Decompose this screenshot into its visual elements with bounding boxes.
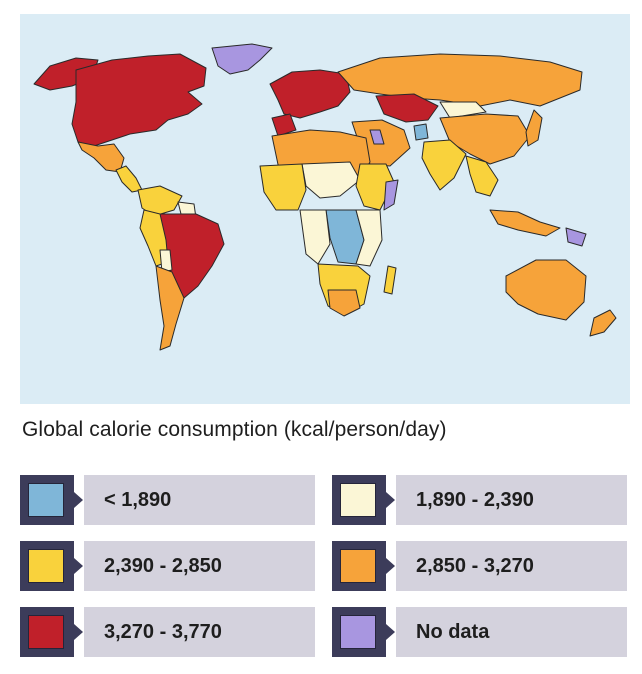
region-indonesia xyxy=(489,209,561,237)
legend-pointer-icon xyxy=(386,492,395,508)
legend-label: 2,390 - 2,850 xyxy=(104,555,222,577)
region-australia xyxy=(505,259,587,321)
legend-swatch-frame xyxy=(20,541,74,591)
legend-label-box: 3,270 - 3,770 xyxy=(84,607,315,657)
legend-swatch xyxy=(340,549,376,583)
legend-label: < 1,890 xyxy=(104,489,172,511)
region-somalia xyxy=(383,179,399,211)
legend-label-box: 2,390 - 2,850 xyxy=(84,541,315,591)
legend-label-box: No data xyxy=(396,607,627,657)
region-mexico xyxy=(77,141,125,173)
region-sahel xyxy=(301,161,361,199)
region-arabia-nodata xyxy=(369,129,385,145)
region-east-africa xyxy=(355,209,383,267)
region-central-asia xyxy=(413,123,429,141)
world-map-svg xyxy=(33,43,617,351)
legend-pointer-icon xyxy=(386,624,395,640)
legend-swatch xyxy=(28,483,64,517)
legend-label-box: 1,890 - 2,390 xyxy=(396,475,627,525)
legend-swatch xyxy=(340,483,376,517)
region-russia xyxy=(337,53,583,107)
legend-swatch xyxy=(28,615,64,649)
legend-item-3270-3770: 3,270 - 3,770 xyxy=(20,607,315,657)
legend-item-1890-2390: 1,890 - 2,390 xyxy=(332,475,627,525)
legend-label: 2,850 - 3,270 xyxy=(416,555,534,577)
region-central-america xyxy=(115,165,143,193)
region-india xyxy=(421,139,467,191)
legend-label: 1,890 - 2,390 xyxy=(416,489,534,511)
legend-label: 3,270 - 3,770 xyxy=(104,621,222,643)
map-title: Global calorie consumption (kcal/person/… xyxy=(22,418,447,441)
region-gulf-africa xyxy=(299,209,331,265)
legend-label-box: 2,850 - 3,270 xyxy=(396,541,627,591)
region-japan xyxy=(525,109,543,147)
legend-swatch xyxy=(340,615,376,649)
legend-item-2850-3270: 2,850 - 3,270 xyxy=(332,541,627,591)
region-south-africa xyxy=(327,289,361,317)
legend-swatch-frame xyxy=(20,475,74,525)
legend-pointer-icon xyxy=(74,624,83,640)
legend-pointer-icon xyxy=(74,558,83,574)
legend-item-2390-2850: 2,390 - 2,850 xyxy=(20,541,315,591)
region-mongolia xyxy=(439,101,487,119)
legend-pointer-icon xyxy=(386,558,395,574)
region-kazakhstan xyxy=(375,93,439,123)
legend-label-box: < 1,890 xyxy=(84,475,315,525)
legend-item-lt-1890: < 1,890 xyxy=(20,475,315,525)
region-north-america xyxy=(71,53,207,147)
region-south-america-north xyxy=(137,185,183,217)
region-png xyxy=(565,227,587,247)
region-west-africa xyxy=(259,163,307,211)
legend-swatch xyxy=(28,549,64,583)
region-iberia xyxy=(271,113,297,137)
legend-label: No data xyxy=(416,621,490,643)
region-madagascar xyxy=(383,265,397,295)
region-greenland xyxy=(211,43,273,75)
region-southern-cone xyxy=(155,265,185,351)
legend-swatch-frame xyxy=(332,607,386,657)
legend-swatch-frame xyxy=(332,541,386,591)
region-new-zealand xyxy=(589,309,617,337)
world-map xyxy=(20,14,630,404)
legend-swatch-frame xyxy=(20,607,74,657)
region-bolivia xyxy=(159,249,173,273)
region-southeast-asia xyxy=(465,155,499,197)
legend-item-no-data: No data xyxy=(332,607,627,657)
legend-pointer-icon xyxy=(74,492,83,508)
region-western-europe xyxy=(269,69,351,119)
legend-swatch-frame xyxy=(332,475,386,525)
